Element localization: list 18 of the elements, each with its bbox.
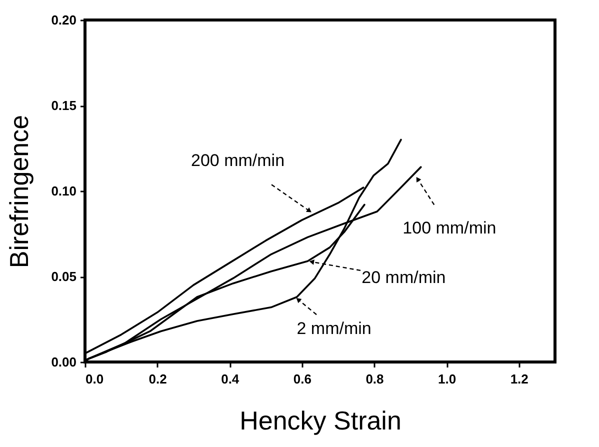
x-tick-label: 0.6 [293,372,312,386]
y-tick-label: 0.15 [51,98,76,113]
x-tick-label: 0.0 [86,372,104,386]
x-axis-title: Hencky Strain [240,406,402,436]
annotation: 200 mm/min [191,151,285,170]
x-tick-label: 0.8 [366,372,384,386]
y-tick-label: 0.05 [51,269,76,284]
x-tick-label: 0.2 [148,372,167,386]
x-tick-label: 1.2 [510,372,528,386]
y-axis-title: Birefringence [4,114,34,268]
x-tick-label: 1.0 [438,372,456,386]
annotation: 2 mm/min [296,319,372,338]
x-tick-label: 0.4 [221,372,240,386]
annotation: 100 mm/min [402,218,496,238]
y-tick-label: 0.00 [51,354,76,370]
y-tick-label: 0.10 [51,184,76,198]
annotation: 20 mm/min [362,268,446,288]
y-tick-label: 0.20 [51,12,76,28]
